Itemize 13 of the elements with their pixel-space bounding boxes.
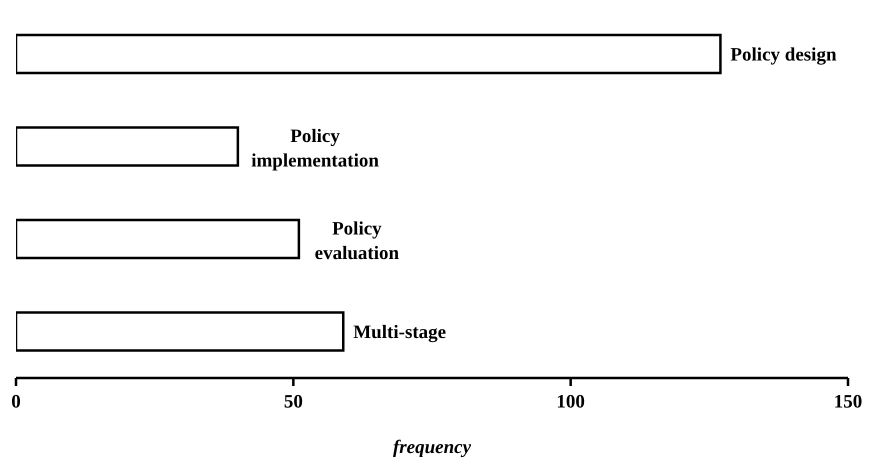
y-tick-label: Policy evaluation [314,218,400,264]
x-axis-title: frequency [392,437,472,458]
bar [16,218,300,260]
x-tick-label: 100 [556,391,585,412]
x-tick-label: 150 [834,391,862,412]
bar [16,311,345,352]
y-tick-label: Policy implementation [251,126,380,172]
y-tick-label: Multi-stage [353,322,446,344]
bar [16,126,240,167]
x-tick-label: 0 [11,391,21,412]
bar [16,34,722,74]
y-tick-label: Policy design [730,44,837,66]
x-tick-label: 50 [284,391,303,412]
